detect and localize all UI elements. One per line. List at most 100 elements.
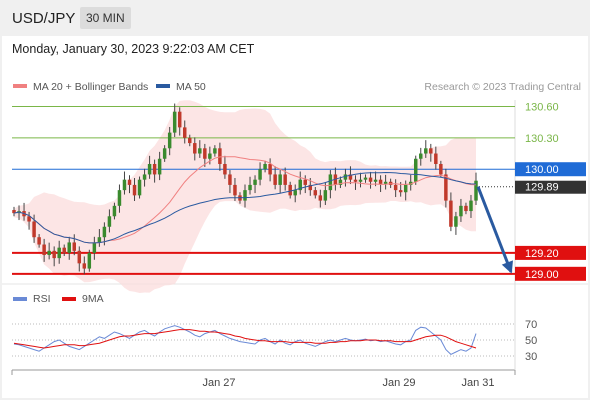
legend-swatch-ma20 (13, 84, 27, 88)
candle-body (12, 210, 16, 214)
last-price-tag (515, 180, 586, 194)
chart-datetime: Monday, January 30, 2023 9:22:03 AM CET (12, 42, 255, 56)
legend-label-ma20: MA 20 + Bollinger Bands (33, 81, 148, 93)
candle-body (469, 200, 473, 212)
candle-body (449, 200, 453, 227)
candle-body (183, 127, 187, 138)
legend-swatch-9ma (62, 297, 76, 301)
candle-body (429, 148, 433, 154)
candle-body (203, 148, 207, 159)
level-tag-130.00 (515, 162, 586, 177)
candle-body (268, 163, 272, 175)
candle-body (37, 237, 41, 245)
candle-body (52, 250, 56, 259)
projection-arrow-shaft (476, 186, 513, 273)
candle-body (328, 174, 333, 191)
legend-swatch-ma50 (156, 84, 170, 88)
candle-body (283, 174, 287, 185)
candle-body (147, 163, 152, 175)
rsi-tick-70: 70 (525, 319, 537, 331)
candle-body (273, 174, 277, 185)
candle-body (198, 148, 202, 154)
candle-body (172, 111, 177, 133)
candle-body (464, 205, 468, 212)
candle-body (408, 181, 413, 185)
projection-arrow-head (501, 260, 513, 274)
candle-body (62, 247, 66, 253)
candle-body (393, 184, 398, 191)
candle-body (32, 221, 36, 238)
candle-body (193, 143, 197, 154)
candle-body (439, 163, 443, 175)
candle-body (303, 179, 307, 185)
candle-body (117, 190, 122, 206)
candle-body (127, 179, 132, 185)
candle-body (298, 179, 302, 191)
candle-body (444, 174, 448, 201)
candle-body (368, 177, 373, 182)
candle-body (358, 179, 363, 182)
candle-body (92, 242, 97, 253)
candle-body (308, 184, 313, 191)
candle-body (373, 179, 378, 182)
rsi-tick-50: 50 (525, 335, 537, 347)
candle-body (263, 163, 267, 170)
candle-body (228, 174, 232, 185)
rsi-series-9ma (13, 329, 477, 349)
candle-body (313, 190, 318, 196)
candle-body (47, 250, 51, 255)
candle-body (363, 177, 368, 180)
candle-body (162, 148, 167, 159)
legend-label-ma50: MA 50 (176, 81, 206, 93)
timeframe-badge[interactable]: 30 MIN (80, 7, 131, 29)
last-price-label: 129.89 (525, 182, 559, 194)
rsi-series-rsi (13, 325, 477, 356)
candle-body (398, 190, 403, 193)
candle-body (142, 174, 147, 180)
level-tag-129.20 (515, 245, 586, 260)
candle-body (82, 263, 87, 269)
candle-body (97, 237, 102, 243)
legend-swatch-rsi (13, 297, 27, 301)
candle-body (72, 242, 76, 251)
symbol-title: USD/JPY (12, 10, 76, 27)
candle-body (208, 153, 212, 159)
candle-body (323, 190, 328, 201)
candle-body (348, 174, 353, 180)
candle-body (132, 184, 137, 196)
candle-body (223, 163, 227, 175)
candle-body (243, 190, 247, 201)
candle-body (293, 190, 297, 196)
level-label-130.60: 130.60 (525, 101, 559, 113)
candle-body (454, 216, 458, 227)
candle-body (383, 181, 388, 184)
candle-body (157, 158, 162, 175)
candle-body (338, 179, 343, 185)
candle-body (474, 180, 478, 201)
candle-body (137, 179, 142, 196)
candle-body (102, 226, 107, 238)
legend-label-rsi: RSI (33, 293, 51, 305)
candle-body (122, 179, 127, 191)
level-label-130.00: 130.00 (525, 164, 559, 176)
candle-body (42, 244, 46, 255)
candle-body (278, 174, 282, 185)
candle-body (213, 148, 217, 154)
candle-body (177, 111, 182, 128)
candle-body (378, 179, 383, 184)
x-tick-label: Jan 31 (461, 377, 494, 389)
level-label-129.00: 129.00 (525, 269, 559, 281)
rsi-tick-30: 30 (525, 351, 537, 363)
candle-body (288, 184, 292, 196)
x-tick-label: Jan 29 (382, 377, 415, 389)
legend-label-9ma: 9MA (82, 293, 104, 305)
candle-body (107, 216, 112, 227)
candle-body (248, 184, 252, 191)
candle-body (253, 179, 257, 185)
candle-body (353, 179, 358, 182)
candle-body (188, 137, 192, 144)
level-label-130.30: 130.30 (525, 133, 559, 145)
candle-body (152, 163, 157, 175)
candle-body (112, 205, 117, 217)
